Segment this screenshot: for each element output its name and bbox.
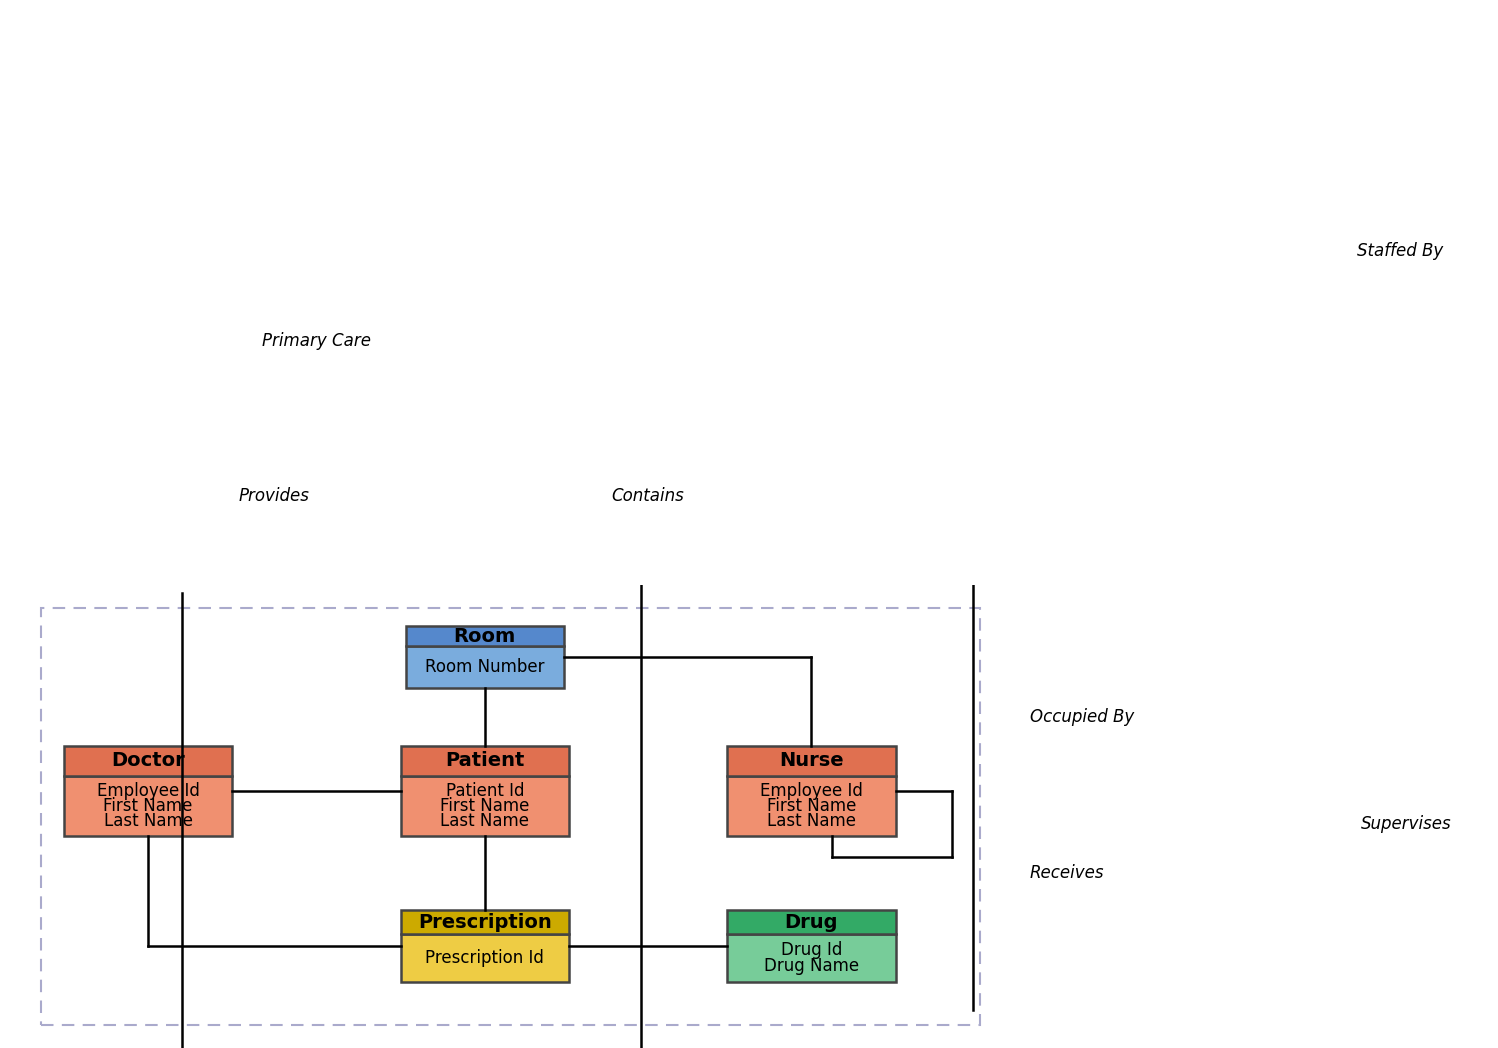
Text: Prescription Id: Prescription Id [425,949,544,967]
FancyBboxPatch shape [727,746,896,776]
Text: Employee Id: Employee Id [96,782,199,800]
FancyBboxPatch shape [727,776,896,836]
FancyBboxPatch shape [400,934,569,982]
Text: Contains: Contains [611,486,685,505]
Text: Receives: Receives [1031,865,1104,882]
FancyBboxPatch shape [406,647,563,689]
FancyBboxPatch shape [400,776,569,836]
Text: Room Number: Room Number [425,658,545,676]
Text: Doctor: Doctor [111,751,184,770]
Text: Nurse: Nurse [779,751,843,770]
Text: Patient Id: Patient Id [445,782,524,800]
FancyBboxPatch shape [727,911,896,934]
Text: First Name: First Name [440,798,529,815]
FancyBboxPatch shape [406,626,563,647]
Text: Last Name: Last Name [440,812,529,830]
Text: First Name: First Name [767,798,857,815]
Text: Primary Care: Primary Care [262,331,372,350]
Text: First Name: First Name [103,798,193,815]
Text: Provides: Provides [238,486,310,505]
FancyBboxPatch shape [400,911,569,934]
Text: Last Name: Last Name [103,812,193,830]
FancyBboxPatch shape [64,776,232,836]
Text: Drug Id: Drug Id [780,941,842,959]
FancyBboxPatch shape [727,934,896,982]
Text: Supervises: Supervises [1360,815,1452,833]
Text: Occupied By: Occupied By [1031,708,1134,726]
Text: Drug Name: Drug Name [764,957,858,975]
Text: Room: Room [454,627,515,646]
Text: Staffed By: Staffed By [1357,242,1443,260]
Text: Drug: Drug [785,913,839,932]
Text: Employee Id: Employee Id [759,782,863,800]
Text: Patient: Patient [445,751,524,770]
FancyBboxPatch shape [400,746,569,776]
Text: Prescription: Prescription [418,913,551,932]
Text: Last Name: Last Name [767,812,855,830]
FancyBboxPatch shape [64,746,232,776]
